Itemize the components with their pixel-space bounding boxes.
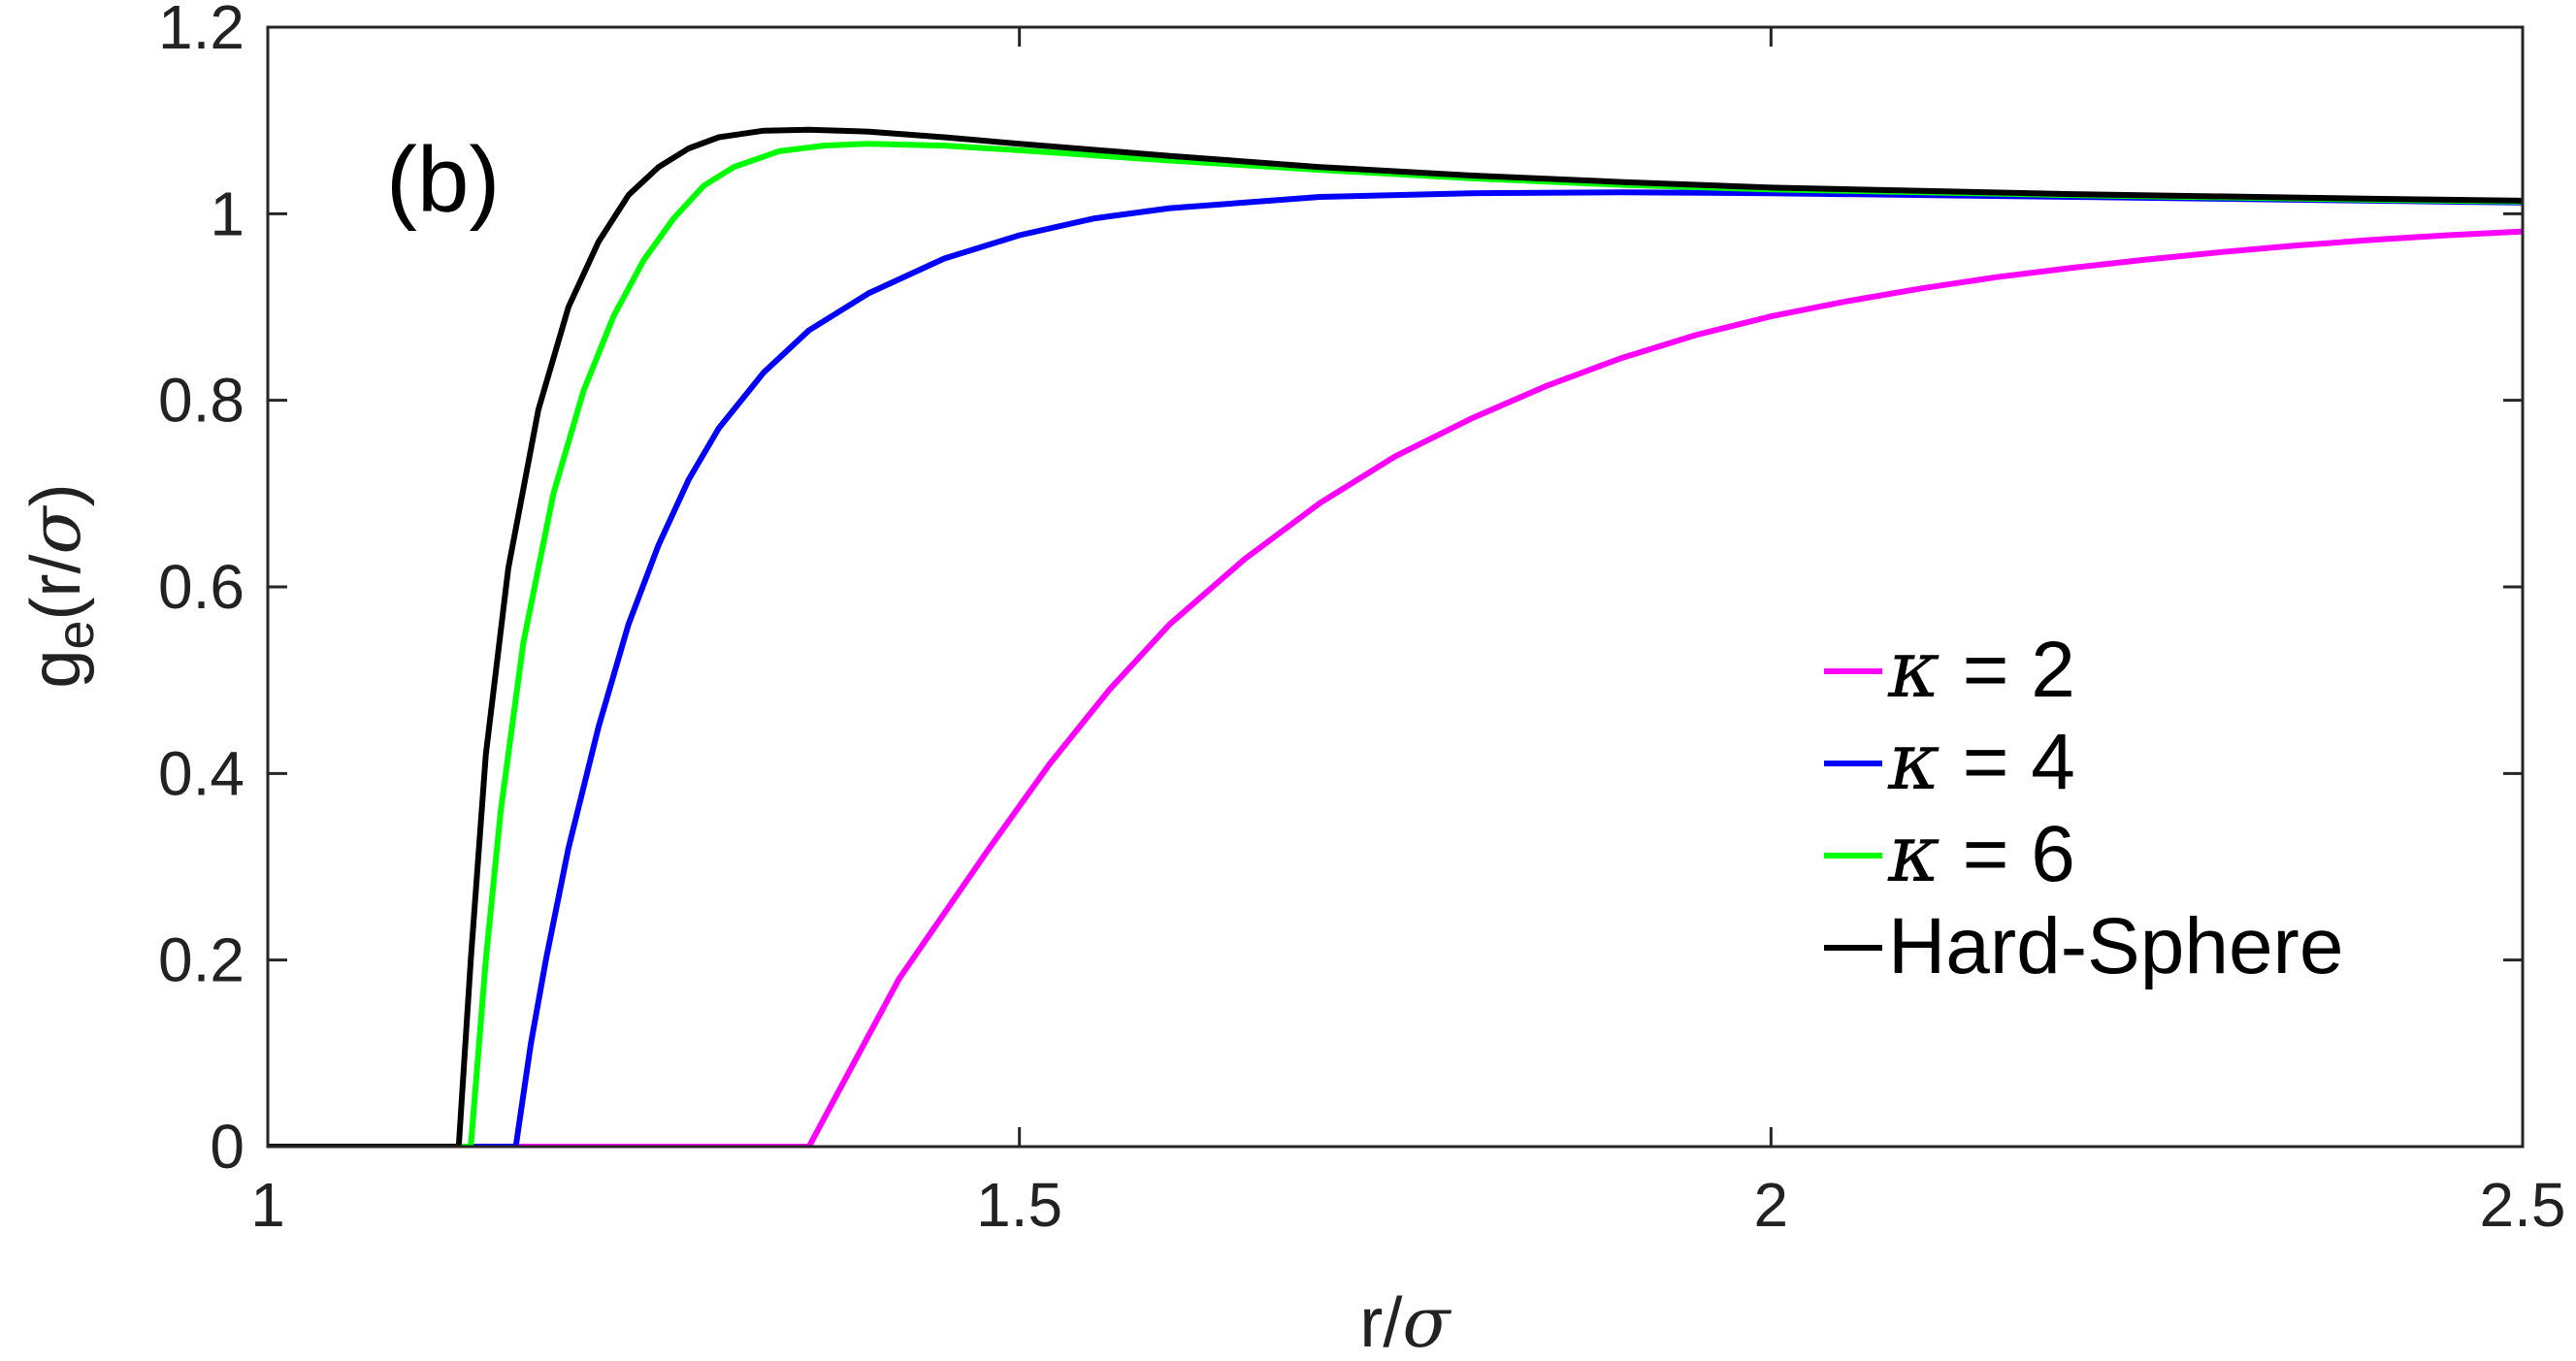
x-axis-label-symbol: σ: [1402, 1281, 1451, 1361]
legend-item: κ = 2: [1824, 624, 2075, 716]
y-axis-label-main: g: [17, 650, 95, 689]
y-tick-label: 1.2: [158, 0, 245, 62]
legend-symbol: κ: [1887, 716, 1940, 808]
y-tick-label: 0.2: [158, 925, 245, 995]
legend-symbol: κ: [1887, 808, 1940, 900]
legend-label: κ = 2: [1887, 624, 2075, 716]
panel-label: (b): [386, 128, 500, 232]
legend-symbol: κ: [1887, 624, 1940, 716]
series-line-3: [268, 141, 2523, 1147]
y-axis-label-sub: e: [47, 621, 105, 650]
y-axis-label-rest: (r/: [17, 555, 95, 621]
series-line-2: [268, 189, 2523, 1147]
series-layer: [268, 126, 2523, 1147]
legend-label: κ = 4: [1887, 716, 2075, 808]
y-tick-label: 0.6: [158, 552, 245, 622]
x-tick-label: 2.5: [2480, 1170, 2566, 1240]
x-tick-label: 1.5: [976, 1170, 1062, 1240]
y-axis-label-symbol: σ: [15, 505, 96, 555]
y-axis-label: ge(r/σ): [15, 483, 105, 688]
x-tick-label: 2: [1754, 1170, 1789, 1240]
x-axis-label-main: r/: [1359, 1284, 1402, 1361]
legend-item: κ = 4: [1824, 716, 2075, 808]
ticks-layer: 1 1.5 2 2.5 0 0.2 0.4 0.6 0.8 1 1.2: [158, 0, 2565, 1240]
series-line-1: [268, 228, 2523, 1147]
y-tick-label: 1: [210, 178, 245, 248]
y-tick-label: 0: [210, 1112, 245, 1182]
x-axis-label: r/σ: [1359, 1281, 1451, 1361]
legend-text: = 2: [1940, 626, 2075, 714]
legend-text: = 4: [1940, 718, 2075, 806]
x-tick-label: 1: [250, 1170, 285, 1240]
series-line-4: [268, 126, 2523, 1147]
legend-label: κ = 6: [1887, 808, 2075, 900]
legend-text: Hard-Sphere: [1888, 902, 2343, 990]
legend-item: κ = 6: [1824, 808, 2075, 900]
y-axis-label-close: ): [17, 483, 95, 506]
legend-item: Hard-Sphere: [1824, 902, 2343, 990]
legend-label: Hard-Sphere: [1888, 902, 2343, 990]
y-tick-label: 0.4: [158, 738, 245, 808]
legend-text: = 6: [1940, 810, 2075, 898]
y-tick-label: 0.8: [158, 366, 245, 436]
